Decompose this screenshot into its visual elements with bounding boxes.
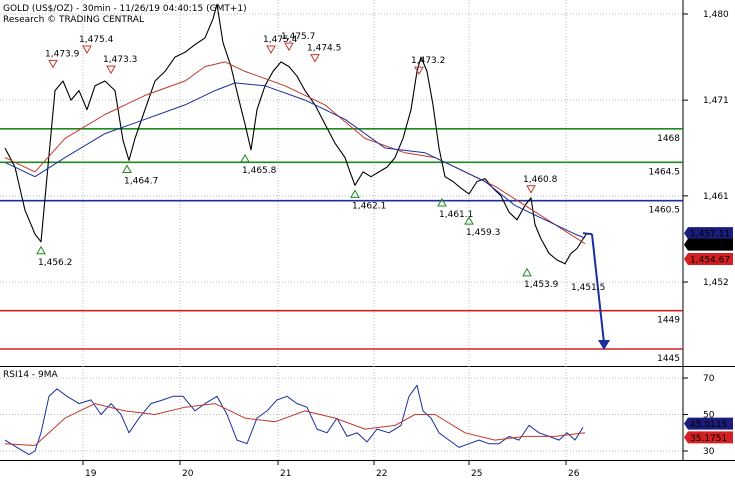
low-marker-icon <box>437 197 447 207</box>
forecast-arrow-head <box>598 340 610 350</box>
high-label: 1,473.3 <box>103 55 137 65</box>
low-label: 1,465.8 <box>242 166 277 176</box>
high-label: 1,473.9 <box>45 49 80 59</box>
rsi-line <box>4 384 584 456</box>
price-tick-label: 1,452 <box>703 278 729 288</box>
high-marker-icon <box>48 59 58 69</box>
high-marker-icon <box>266 45 276 55</box>
rsi-tick-label: 70 <box>703 374 715 384</box>
forecast-arrow-lead <box>582 232 593 236</box>
low-marker-icon <box>522 267 532 277</box>
price-tag-1-bg <box>684 238 733 251</box>
rsi-ma-line <box>4 403 586 446</box>
price-tick-label: 1,480 <box>703 10 729 20</box>
low-label: 1,461.1 <box>439 210 473 220</box>
low-marker-icon <box>240 153 250 163</box>
high-label: 1,473.2 <box>411 56 445 66</box>
price-tag-0-bg <box>684 227 733 240</box>
low-label: 1,462.1 <box>352 201 386 211</box>
forecast-arrow-shaft <box>591 234 605 344</box>
price-tag-0-text: 1,457.11 <box>690 230 730 240</box>
high-label: 1,475.4 <box>79 35 114 45</box>
date-tick-label: 19 <box>85 469 97 479</box>
rsi-tag-1-bg <box>684 431 733 444</box>
price-tag-1-text: 1,454.68 <box>690 241 730 251</box>
high-marker-icon <box>106 65 116 75</box>
rsi-tick-label: 50 <box>703 411 715 421</box>
level-label: 1464.5 <box>649 167 681 177</box>
price-tick-label: 1,461 <box>703 192 729 202</box>
chart-source: Research © TRADING CENTRAL <box>3 15 144 25</box>
high-marker-icon <box>284 42 294 52</box>
high-label: 1,475.4 <box>263 35 298 45</box>
low-label: 1,464.7 <box>124 176 158 186</box>
rsi-tag-0-bg <box>684 417 733 430</box>
rsi-tag-1-text: 35.1751 <box>690 434 727 444</box>
date-tick-label: 20 <box>182 469 194 479</box>
high-label: 1,460.8 <box>523 175 558 185</box>
target-label: 1,451.5 <box>571 283 605 293</box>
slow-ma-line <box>4 82 586 239</box>
level-label: 1449 <box>657 316 680 326</box>
price-tick-label: 1,471 <box>703 96 729 106</box>
high-marker-icon <box>310 54 320 63</box>
low-label: 1,453.9 <box>524 280 559 290</box>
rsi-panel-title: RSI14 - 9MA <box>3 370 59 380</box>
level-label: 1460.5 <box>649 206 681 216</box>
date-tick-label: 26 <box>568 469 580 479</box>
high-label: 1,474.5 <box>307 44 341 54</box>
fast-ma-line <box>4 61 586 245</box>
price-annotations: 1,456.21,473.91,475.41,473.31,464.71,478… <box>36 0 605 293</box>
horizontal-levels: 1468 1464.5 1460.5 1449 1445 <box>0 128 683 364</box>
axis-labels: 1,480 1,471 1,461 1,452 70 50 30 19 20 21 22 25 26 <box>82 10 729 479</box>
low-marker-icon <box>36 245 46 255</box>
low-marker-icon <box>464 216 474 225</box>
high-marker-icon <box>414 66 424 76</box>
low-marker-icon <box>122 164 132 173</box>
price-tag-2-text: 1,454.67 <box>690 256 730 266</box>
level-label: 1445 <box>657 354 680 364</box>
date-tick-label: 22 <box>376 469 387 479</box>
rsi-series <box>4 384 586 456</box>
low-marker-icon <box>350 189 360 198</box>
price-tags: 1,457.111,454.68 1,454.67 45.0115 35.1751 <box>684 227 733 444</box>
price-series <box>4 3 610 350</box>
rsi-tag-0-text: 45.0115 <box>690 420 727 430</box>
high-label: 1,475.7 <box>281 32 315 42</box>
low-label: 1,456.2 <box>38 258 72 268</box>
high-marker-icon <box>82 45 92 55</box>
date-tick-label: 25 <box>471 469 482 479</box>
price-tag-2-bg <box>684 253 733 266</box>
low-label: 1,459.3 <box>466 228 500 238</box>
level-label: 1468 <box>657 134 680 144</box>
rsi-tick-label: 30 <box>703 447 715 457</box>
date-tick-label: 21 <box>280 469 291 479</box>
high-marker-icon <box>526 185 536 194</box>
chart-title: GOLD (US$/OZ) - 30min - 11/26/19 04:40:1… <box>3 4 247 14</box>
